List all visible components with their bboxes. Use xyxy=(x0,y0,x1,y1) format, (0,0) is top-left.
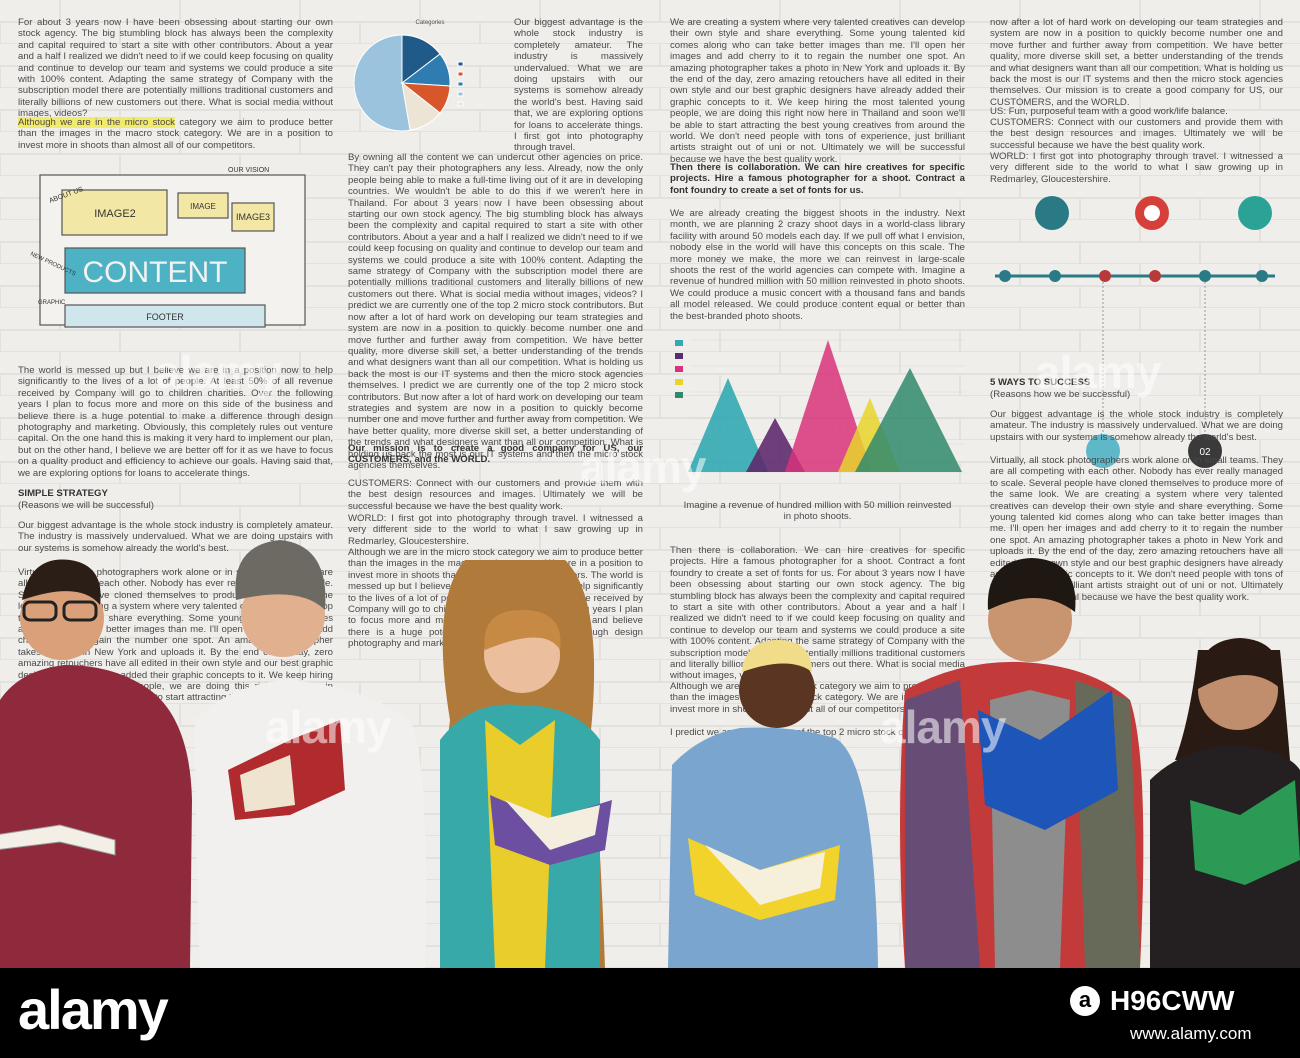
person xyxy=(900,558,1144,968)
paragraph: now after a lot of hard work on developi… xyxy=(990,17,1283,108)
watermark: alamy xyxy=(580,441,706,493)
timeline-infographic xyxy=(995,196,1275,468)
people xyxy=(0,540,1300,968)
mission: Our mission is to create a good company … xyxy=(348,443,643,466)
watermark: alamy xyxy=(265,701,391,753)
paragraph: The world is messed up but I believe we … xyxy=(18,365,333,479)
paragraph: By owning all the content we can undercu… xyxy=(348,152,643,471)
sketch-label: IMAGE3 xyxy=(236,212,270,222)
badge: a xyxy=(1070,986,1100,1016)
chart-caption: Imagine a revenue of hundred million wit… xyxy=(683,500,952,523)
heading: 5 WAYS TO SUCCESS xyxy=(990,377,1091,388)
paragraph: For about 3 years now I have been obsess… xyxy=(18,17,333,120)
paragraph: CUSTOMERS: Connect with our customers an… xyxy=(348,478,643,512)
person xyxy=(0,559,192,968)
triangle-chart xyxy=(675,339,965,473)
bold-paragraph: Then there is collaboration. We can hire… xyxy=(670,162,965,196)
person xyxy=(668,640,878,968)
paragraph: Our biggest advantage is the whole stock… xyxy=(514,17,643,154)
paragraph: Then there is collaboration. We can hire… xyxy=(670,545,965,682)
person xyxy=(1150,638,1300,968)
sketch-label: IMAGE xyxy=(190,202,216,211)
heading: SIMPLE STRATEGY xyxy=(18,488,108,499)
paragraph: US: Fun, purposeful team with a good wor… xyxy=(990,106,1228,117)
stock-footer: alamy a H96CWW www.alamy.com xyxy=(0,968,1300,1058)
paragraph: Our biggest advantage is the whole stock… xyxy=(990,409,1283,443)
website-sketch xyxy=(39,174,306,328)
person xyxy=(440,560,612,968)
paragraph: Virtually, all stock photographers work … xyxy=(990,455,1283,603)
watermark: alamy xyxy=(1035,346,1161,398)
watermark: alamy xyxy=(155,346,281,398)
paragraph: Our biggest advantage is the whole stock… xyxy=(18,520,333,554)
pie-title: Categories xyxy=(415,20,444,26)
image-id: H96CWW xyxy=(1110,985,1235,1016)
watermark: alamy xyxy=(880,701,1006,753)
sketch-label: IMAGE2 xyxy=(94,208,136,220)
paragraph: We are already creating the biggest shoo… xyxy=(670,208,965,322)
paragraph: WORLD: I first got into photography thro… xyxy=(990,151,1283,185)
sketch-label: FOOTER xyxy=(146,312,184,322)
person xyxy=(195,540,426,968)
sketch-label: OUR VISION xyxy=(228,167,269,174)
subheading: (Reasons how we be successful) xyxy=(990,389,1131,400)
url: www.alamy.com xyxy=(1130,1024,1252,1043)
paragraph: Although we are in the micro stock categ… xyxy=(18,117,333,151)
pie-chart xyxy=(353,34,464,132)
logo: alamy xyxy=(18,978,169,1041)
sketch-label: CONTENT xyxy=(83,256,228,289)
text: category we aim to produce better than t… xyxy=(18,117,333,151)
paragraph: We are creating a system where very tale… xyxy=(670,17,965,165)
sketch-label: GRAPHIC xyxy=(38,300,66,306)
highlight: Although we are in the micro stock xyxy=(18,117,175,128)
subheading: (Reasons we will be successful) xyxy=(18,500,154,511)
step-label: 02 xyxy=(1199,447,1211,458)
paragraph: CUSTOMERS: Connect with our customers an… xyxy=(990,117,1283,151)
paragraph: WORLD: I first got into photography thro… xyxy=(348,513,643,547)
